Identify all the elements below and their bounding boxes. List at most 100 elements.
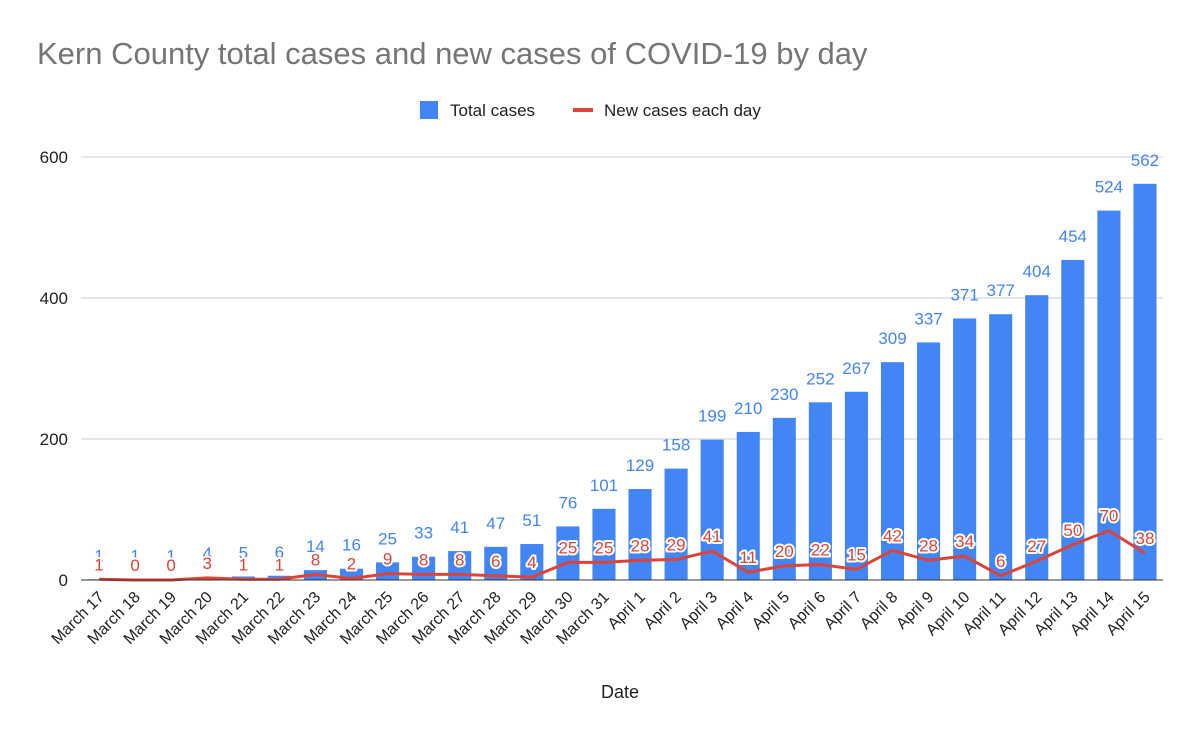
bar-total-cases [628, 489, 652, 580]
data-label-total-cases: 6 [275, 543, 284, 562]
data-label-new-cases: 34 [955, 532, 974, 551]
y-tick-label: 600 [40, 148, 68, 167]
bar-total-cases [484, 546, 508, 580]
data-label-new-cases: 28 [919, 536, 938, 555]
data-label-new-cases: 0 [130, 556, 139, 575]
data-label-total-cases: 337 [914, 309, 942, 328]
data-label-total-cases: 14 [306, 537, 325, 556]
data-label-new-cases: 22 [811, 540, 830, 559]
data-label-new-cases: 9 [383, 550, 392, 569]
data-label-total-cases: 524 [1095, 178, 1123, 197]
x-tick-label: April 8 [857, 589, 901, 633]
data-label-total-cases: 47 [486, 514, 505, 533]
legend-label-new-cases: New cases each day [604, 101, 761, 120]
data-label-new-cases: 6 [996, 552, 1005, 571]
data-label-new-cases: 1 [239, 555, 248, 574]
y-tick-label: 0 [59, 571, 68, 590]
bar-total-cases [989, 314, 1013, 580]
data-label-new-cases: 27 [1027, 537, 1046, 556]
new-cases-line [98, 529, 1146, 582]
data-label-new-cases: 25 [558, 538, 577, 557]
data-label-new-cases: 28 [631, 536, 650, 555]
line-new-cases [99, 529, 1146, 582]
bar-total-cases [917, 342, 941, 580]
x-tick-label: April 2 [641, 589, 685, 633]
x-tick-label: April 6 [785, 589, 829, 633]
x-tick-label: April 3 [677, 589, 721, 633]
data-label-total-cases: 562 [1131, 151, 1159, 170]
bar-total-cases [1025, 295, 1049, 580]
data-label-total-cases: 101 [590, 476, 618, 495]
x-tick-label: April 1 [605, 589, 649, 633]
bar-total-cases [520, 544, 544, 580]
legend-label-total-cases: Total cases [450, 101, 535, 120]
data-label-new-cases: 8 [419, 550, 428, 569]
data-label-new-cases: 70 [1099, 507, 1118, 526]
y-tick-label: 200 [40, 430, 68, 449]
bar-total-cases [1097, 210, 1121, 580]
data-label-total-cases: 158 [662, 436, 690, 455]
bar-total-cases [953, 318, 977, 580]
data-label-total-cases: 377 [987, 281, 1015, 300]
data-label-total-cases: 33 [414, 524, 433, 543]
x-tick-label: April 7 [821, 589, 865, 633]
data-label-total-cases: 51 [522, 511, 541, 530]
chart-title: Kern County total cases and new cases of… [37, 36, 868, 71]
data-label-total-cases: 5 [239, 543, 248, 562]
data-label-total-cases: 1 [130, 546, 139, 565]
bar-total-cases [772, 417, 796, 580]
data-label-new-cases: 8 [311, 550, 320, 569]
data-label-total-cases: 210 [734, 399, 762, 418]
data-label-new-cases: 25 [595, 538, 614, 557]
data-label-new-cases: 1 [275, 555, 284, 574]
data-label-new-cases: 50 [1063, 521, 1082, 540]
bar-total-cases [448, 551, 472, 580]
bar-total-cases [844, 391, 868, 580]
data-label-new-cases: 8 [455, 550, 464, 569]
data-label-total-cases: 76 [558, 493, 577, 512]
data-label-new-cases: 2 [347, 555, 356, 574]
data-label-total-cases: 25 [378, 529, 397, 548]
data-label-total-cases: 309 [878, 329, 906, 348]
data-label-total-cases: 1 [166, 546, 175, 565]
bar-total-cases [700, 439, 724, 580]
bar-total-cases [1061, 259, 1085, 580]
legend-swatch-total-cases [420, 101, 438, 119]
data-label-total-cases: 371 [950, 285, 978, 304]
data-label-total-cases: 1 [94, 546, 103, 565]
data-label-new-cases: 4 [527, 553, 536, 572]
data-label-new-cases: 15 [847, 545, 866, 564]
legend: Total cases New cases each day [420, 101, 761, 120]
bar-total-cases [1133, 183, 1157, 581]
data-label-total-cases: 454 [1059, 227, 1087, 246]
data-label-total-cases: 16 [342, 536, 361, 555]
data-label-new-cases: 41 [703, 527, 722, 546]
data-label-new-cases: 20 [775, 542, 794, 561]
bar-total-cases [736, 431, 760, 580]
data-label-new-cases: 29 [667, 536, 686, 555]
data-label-new-cases: 42 [883, 526, 902, 545]
bar-total-cases [808, 402, 832, 580]
bar-total-cases [880, 362, 905, 580]
x-axis-title: Date [601, 682, 639, 702]
data-label-total-cases: 4 [202, 544, 211, 563]
data-label-total-cases: 404 [1023, 262, 1051, 281]
x-tick-label: April 5 [749, 589, 793, 633]
bar-total-cases [664, 468, 688, 580]
data-label-total-cases: 230 [770, 385, 798, 404]
bars [87, 183, 1157, 581]
data-label-new-cases: 1 [94, 555, 103, 574]
data-label-total-cases: 252 [806, 369, 834, 388]
data-label-new-cases: 11 [739, 548, 757, 567]
data-label-total-cases: 41 [450, 518, 469, 537]
bar-total-cases [339, 568, 364, 580]
x-tick-label: April 4 [713, 589, 757, 633]
data-label-total-cases: 267 [842, 359, 870, 378]
bar-total-cases [556, 526, 580, 580]
data-label-new-cases: 0 [166, 556, 175, 575]
y-tick-label: 400 [40, 289, 68, 308]
